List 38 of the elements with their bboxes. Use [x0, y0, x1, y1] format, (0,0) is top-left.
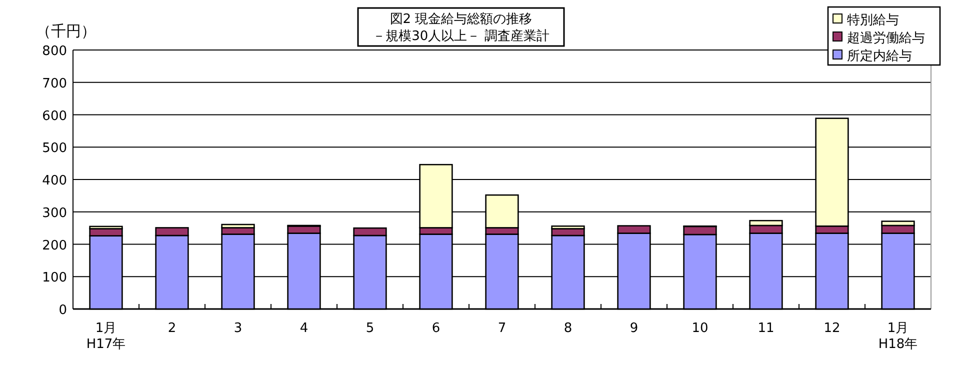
- legend-label: 特別給与: [847, 13, 899, 28]
- y-tick-label: 100: [42, 270, 67, 286]
- y-tick-label: 0: [58, 303, 67, 318]
- y-tick-label: 500: [42, 141, 67, 156]
- bar: [89, 226, 123, 230]
- x-tick-label: 6: [432, 321, 440, 336]
- x-tick-label: 9: [630, 321, 638, 336]
- bar: [221, 224, 255, 228]
- chart-subtitle: －規模30人以上－ 調査産業計: [372, 28, 550, 44]
- bar: [749, 224, 783, 234]
- y-axis-title: （千円）: [36, 22, 96, 40]
- x-tick-label: 10: [692, 321, 708, 336]
- bar: [749, 220, 783, 226]
- bar: [551, 225, 585, 230]
- x-tick-label: 12: [824, 321, 840, 336]
- chart-title: 図2 現金給与総額の推移: [390, 12, 532, 27]
- x-tick-label: 7: [498, 321, 506, 336]
- x-tick-label: 5: [366, 321, 374, 336]
- bar: [881, 220, 915, 226]
- bar: [881, 224, 915, 234]
- y-tick-label: 600: [42, 108, 67, 124]
- x-tick-label: 8: [564, 321, 572, 336]
- y-tick-label: 400: [42, 174, 67, 188]
- bar: [617, 225, 651, 234]
- bar: [353, 227, 387, 236]
- y-tick-label: 700: [42, 76, 67, 92]
- y-tick-label: 800: [42, 44, 67, 59]
- x-tick-label: 3: [234, 321, 242, 336]
- y-tick-label: 300: [42, 206, 67, 221]
- y-tick-label: 200: [42, 238, 67, 254]
- x-tick-label: 1月 H18年: [878, 321, 918, 352]
- legend-label: 超過労働給与: [847, 31, 925, 46]
- x-tick-label: 1月 H17年: [86, 321, 126, 352]
- x-tick-label: 4: [300, 321, 308, 336]
- x-tick-label: 2: [168, 321, 176, 336]
- x-tick-label: 11: [758, 321, 774, 336]
- bar: [155, 227, 189, 236]
- legend-label: 所定内給与: [847, 49, 912, 64]
